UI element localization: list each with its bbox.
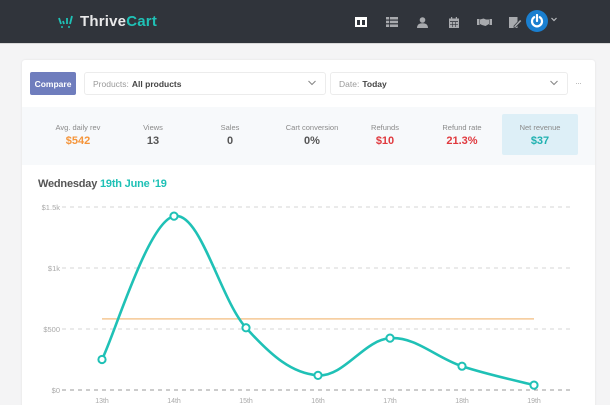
account-avatar[interactable] (526, 10, 548, 32)
data-point[interactable] (457, 361, 467, 371)
thrivecart-logo[interactable]: ThriveCart (58, 13, 157, 30)
nav-affiliates[interactable] (469, 13, 500, 31)
stat-value: 13 (146, 135, 160, 147)
top-navigation-bar: ThriveCart (0, 0, 610, 44)
stat-title: Refund rate (442, 123, 482, 132)
stats-strip: Avg. daily rev $542 Views 13 Sales 0 Car… (22, 107, 595, 165)
logo-text-thrive: Thrive (80, 13, 127, 30)
x-tick-label: 17th (383, 398, 397, 405)
data-point[interactable] (385, 333, 395, 343)
chart-title: Wednesday 19th June '19 (38, 178, 167, 190)
cart-logo-icon (58, 15, 73, 28)
power-icon (530, 14, 544, 28)
dashboard-icon (354, 17, 367, 27)
page-background (594, 44, 610, 405)
x-tick-label: 14th (167, 398, 181, 405)
stat-title: Views (143, 123, 163, 132)
stat-value: $10 (375, 135, 395, 147)
logo-text-cart: Cart (126, 13, 158, 30)
data-point[interactable] (169, 211, 179, 221)
list-icon (385, 17, 398, 27)
compare-button[interactable]: Compare (30, 72, 76, 95)
chart-y-axis: $0 $500 $1k $1.5k (42, 203, 61, 395)
stat-views: Views 13 (117, 114, 189, 147)
chart-x-axis: 13th 14th 15th 16th 17th 18th 19th (95, 398, 541, 405)
analytics-card: Compare Products: All products Date: Tod… (22, 60, 595, 405)
stat-value: $542 (65, 135, 91, 147)
nav-dashboard[interactable] (345, 13, 376, 31)
stat-value: $37 (530, 135, 550, 147)
nav-products[interactable] (376, 13, 407, 31)
x-tick-label: 15th (239, 398, 253, 405)
stat-title: Net revenue (519, 123, 561, 132)
products-select-value: All products (131, 78, 182, 89)
data-point[interactable] (529, 380, 539, 390)
stat-title: Sales (220, 123, 240, 132)
stat-refunds: Refunds $10 (349, 114, 421, 147)
stat-title: Avg. daily rev (55, 123, 101, 132)
products-select-label: Products: (93, 78, 129, 89)
edit-document-icon (509, 16, 522, 28)
stat-title: Cart conversion (285, 123, 339, 132)
stat-title: Refunds (371, 123, 399, 132)
chevron-down-icon (550, 80, 558, 86)
chart-title-day: Wednesday (38, 178, 98, 190)
date-select-value: Today (362, 78, 387, 89)
nav-reports[interactable] (500, 13, 531, 31)
x-tick-label: 16th (311, 398, 325, 405)
more-options-button[interactable]: ··· (575, 78, 582, 88)
logo-text: ThriveCart (80, 13, 157, 30)
date-select[interactable]: Date: Today (330, 72, 568, 95)
stat-refund-rate: Refund rate 21.3% (426, 114, 498, 147)
main-nav (345, 13, 531, 31)
data-point[interactable] (97, 354, 107, 365)
revenue-series (97, 211, 539, 390)
revenue-line (100, 214, 535, 387)
stat-value: 0 (226, 135, 234, 147)
data-point[interactable] (313, 370, 323, 380)
stat-value: 0% (304, 135, 320, 147)
x-tick-label: 13th (95, 398, 109, 405)
date-select-label: Date: (339, 78, 360, 89)
x-tick-label: 18th (455, 398, 469, 405)
handshake-icon (477, 18, 492, 26)
products-select[interactable]: Products: All products (84, 72, 326, 95)
stat-value: 21.3% (446, 135, 478, 147)
filter-bar: Compare Products: All products Date: Tod… (22, 60, 595, 107)
y-tick-label: $0 (52, 386, 60, 395)
stat-sales: Sales 0 (194, 114, 266, 147)
chart-gridlines (62, 206, 572, 391)
y-tick-label: $500 (43, 325, 60, 334)
calendar-icon (448, 16, 459, 28)
y-tick-label: $1.5k (42, 203, 61, 212)
data-point[interactable] (241, 323, 251, 333)
account-menu-chevron-icon[interactable] (551, 17, 557, 22)
nav-calendar[interactable] (438, 13, 469, 31)
stat-net-revenue: Net revenue $37 (502, 114, 578, 155)
stat-avg-daily-rev: Avg. daily rev $542 (42, 114, 114, 147)
chevron-down-icon (308, 80, 316, 86)
user-icon (417, 16, 428, 28)
x-tick-label: 19th (527, 398, 541, 405)
y-tick-label: $1k (48, 264, 60, 273)
stat-cart-conversion: Cart conversion 0% (272, 114, 352, 147)
nav-customers[interactable] (407, 13, 438, 31)
chart-title-date: 19th June '19 (100, 178, 167, 190)
